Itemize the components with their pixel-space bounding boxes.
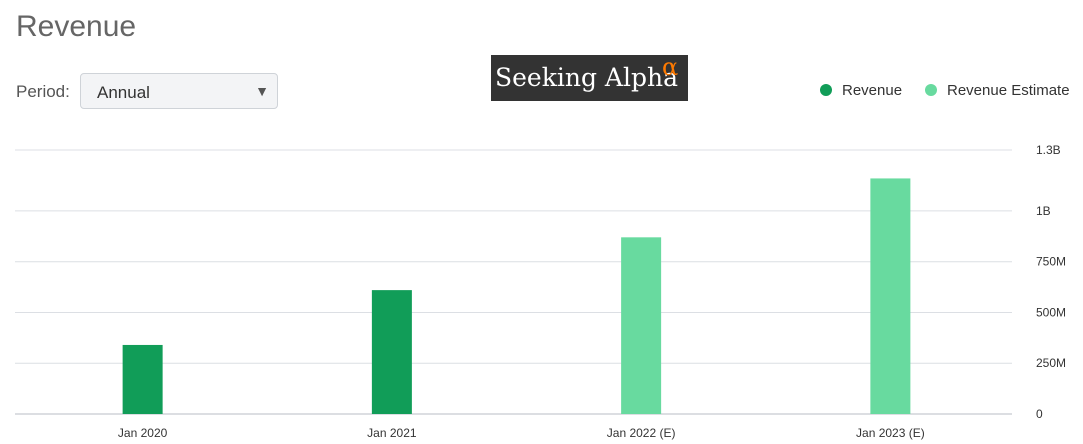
- x-tick-label: Jan 2021: [367, 426, 417, 440]
- chevron-down-icon: ▼: [255, 83, 269, 99]
- legend-item-revenue-estimate[interactable]: Revenue Estimate: [925, 82, 1070, 99]
- legend-dot-revenue: [820, 84, 832, 96]
- period-label: Period:: [16, 82, 70, 101]
- seeking-alpha-logo: Seeking Alpha α: [491, 53, 688, 101]
- legend-dot-revenue-estimate: [925, 84, 937, 96]
- y-tick-label: 500M: [1036, 305, 1066, 319]
- period-select[interactable]: Annual ▼: [80, 73, 278, 109]
- y-tick-label: 1B: [1036, 204, 1051, 218]
- period-selected-value: Annual: [97, 83, 150, 102]
- revenue-estimate-bar: [870, 178, 911, 414]
- y-tick-label: 1.3B: [1036, 143, 1061, 157]
- legend-label-revenue: Revenue: [842, 82, 903, 99]
- legend-item-revenue[interactable]: Revenue: [820, 82, 902, 99]
- legend-label-revenue-estimate: Revenue Estimate: [947, 82, 1070, 99]
- page-title: Revenue: [16, 10, 137, 43]
- alpha-icon: α: [662, 53, 679, 81]
- x-tick-label: Jan 2020: [118, 426, 168, 440]
- y-tick-label: 750M: [1036, 255, 1066, 269]
- y-tick-label: 0: [1036, 407, 1043, 421]
- x-tick-label: Jan 2023 (E): [856, 426, 925, 440]
- revenue-estimate-bar: [621, 237, 662, 414]
- revenue-bar: [122, 344, 163, 414]
- y-tick-label: 250M: [1036, 356, 1066, 370]
- revenue-bar: [371, 290, 412, 414]
- x-tick-label: Jan 2022 (E): [607, 426, 676, 440]
- logo-text: Seeking Alpha: [495, 63, 678, 92]
